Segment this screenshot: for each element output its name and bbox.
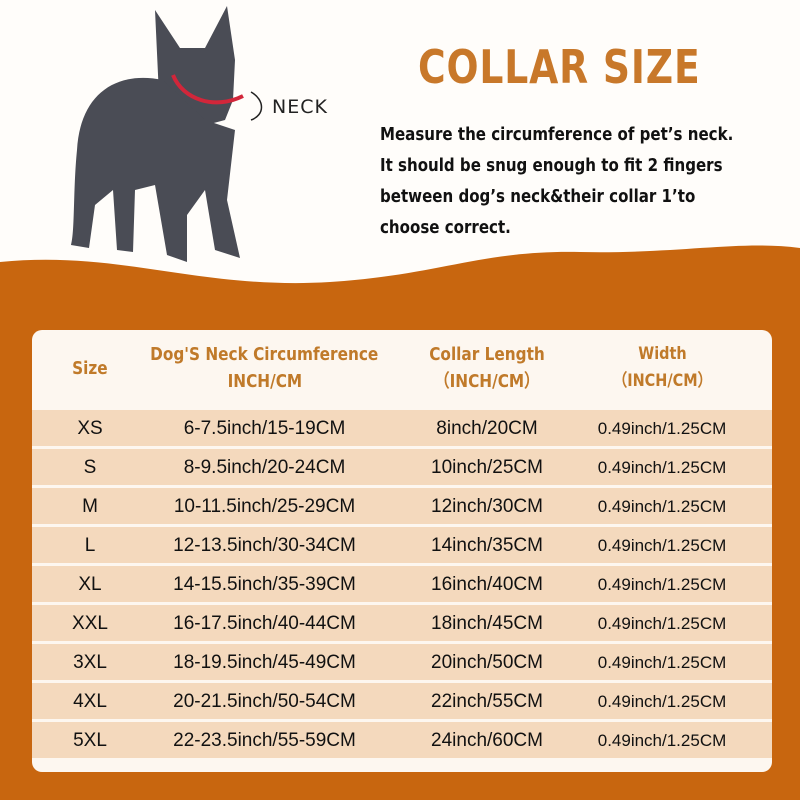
description-line: between dog’s neck&their collar 1’to <box>380 187 696 207</box>
table-cell: 22inch/55CM <box>431 691 543 712</box>
header-width: Width （INCH/CM） <box>612 344 712 391</box>
table-cell: S <box>83 457 97 478</box>
neck-label: NECK <box>272 96 328 118</box>
table-cell: 0.49inch/1.25CM <box>597 419 727 438</box>
table-cell: 0.49inch/1.25CM <box>597 458 727 477</box>
table-cell: M <box>82 496 98 517</box>
table-cell: 0.49inch/1.25CM <box>597 731 727 750</box>
table-cell: 10inch/25CM <box>431 457 543 478</box>
table-cell: 16-17.5inch/40-44CM <box>173 613 356 634</box>
table-row: 4XL 20-21.5inch/50-54CM 22inch/55CM 0.49inc… <box>32 683 772 719</box>
table-cell: 5XL <box>73 730 107 751</box>
table-row: XL 14-15.5inch/35-39CM 16inch/40CM 0.49inch… <box>32 566 772 602</box>
table-cell: 14inch/35CM <box>431 535 543 556</box>
table-cell: 12-13.5inch/30-34CM <box>173 535 356 556</box>
table-cell: XS <box>77 418 103 439</box>
table-row: 3XL 18-19.5inch/45-49CM 20inch/50CM 0.49inc… <box>32 644 772 680</box>
table-cell: 4XL <box>73 691 107 712</box>
table-row: XS 6-7.5inch/15-19CM 8inch/20CM 0.49inch/1.… <box>32 410 772 446</box>
dog-photo <box>71 6 263 262</box>
table-cell: L <box>84 535 96 556</box>
table-row: M 10-11.5inch/25-29CM 12inch/30CM 0.49inch/… <box>32 488 772 524</box>
table-header: Size Dog'S Neck Circumference INCH/CM Col… <box>32 330 772 406</box>
table-cell: 10-11.5inch/25-29CM <box>173 496 356 517</box>
table-cell: XXL <box>72 613 108 634</box>
header-neck: Dog'S Neck Circumference INCH/CM <box>150 344 379 392</box>
table-cell: 20inch/50CM <box>431 652 543 673</box>
table-row: 5XL 22-23.5inch/55-59CM 24inch/60CM 0.49inc… <box>32 722 772 758</box>
table-cell: 14-15.5inch/35-39CM <box>173 574 356 595</box>
table-cell: 12inch/30CM <box>431 496 543 517</box>
description-line: It should be snug enough to fit 2 finger… <box>380 156 723 176</box>
table-cell: 16inch/40CM <box>431 574 543 595</box>
table-cell: 0.49inch/1.25CM <box>597 497 727 516</box>
table-cell: 18-19.5inch/45-49CM <box>173 652 356 673</box>
header-length: Collar Length （INCH/CM） <box>429 344 545 392</box>
table-cell: 0.49inch/1.25CM <box>597 575 727 594</box>
table-cell: 8inch/20CM <box>436 418 538 439</box>
table-cell: 22-23.5inch/55-59CM <box>173 730 356 751</box>
table-row: L 12-13.5inch/30-34CM 14inch/35CM 0.49inch/… <box>32 527 772 563</box>
table-cell: 0.49inch/1.25CM <box>597 653 727 672</box>
description-line: Measure the circumference of pet’s neck. <box>380 125 734 145</box>
table-cell: 0.49inch/1.25CM <box>597 692 727 711</box>
table-cell: XL <box>78 574 102 595</box>
table-cell: 3XL <box>73 652 107 673</box>
table-cell: 6-7.5inch/15-19CM <box>183 418 346 439</box>
header-size: Size <box>72 357 108 379</box>
size-table: Size Dog'S Neck Circumference INCH/CM Col… <box>32 330 772 772</box>
table-cell: 0.49inch/1.25CM <box>597 536 727 555</box>
description: Measure the circumference of pet’s neck.… <box>380 120 758 244</box>
table-cell: 24inch/60CM <box>431 730 543 751</box>
table-row: S 8-9.5inch/20-24CM 10inch/25CM 0.49inch/1.… <box>32 449 772 485</box>
description-line: choose correct. <box>380 218 511 238</box>
page-title: COLLAR SIZE <box>418 40 701 94</box>
table-row: XXL 16-17.5inch/40-44CM 18inch/45CM 0.49inc… <box>32 605 772 641</box>
table-cell: 8-9.5inch/20-24CM <box>183 457 346 478</box>
table-cell: 18inch/45CM <box>431 613 543 634</box>
table-cell: 20-21.5inch/50-54CM <box>173 691 356 712</box>
table-cell: 0.49inch/1.25CM <box>597 614 727 633</box>
